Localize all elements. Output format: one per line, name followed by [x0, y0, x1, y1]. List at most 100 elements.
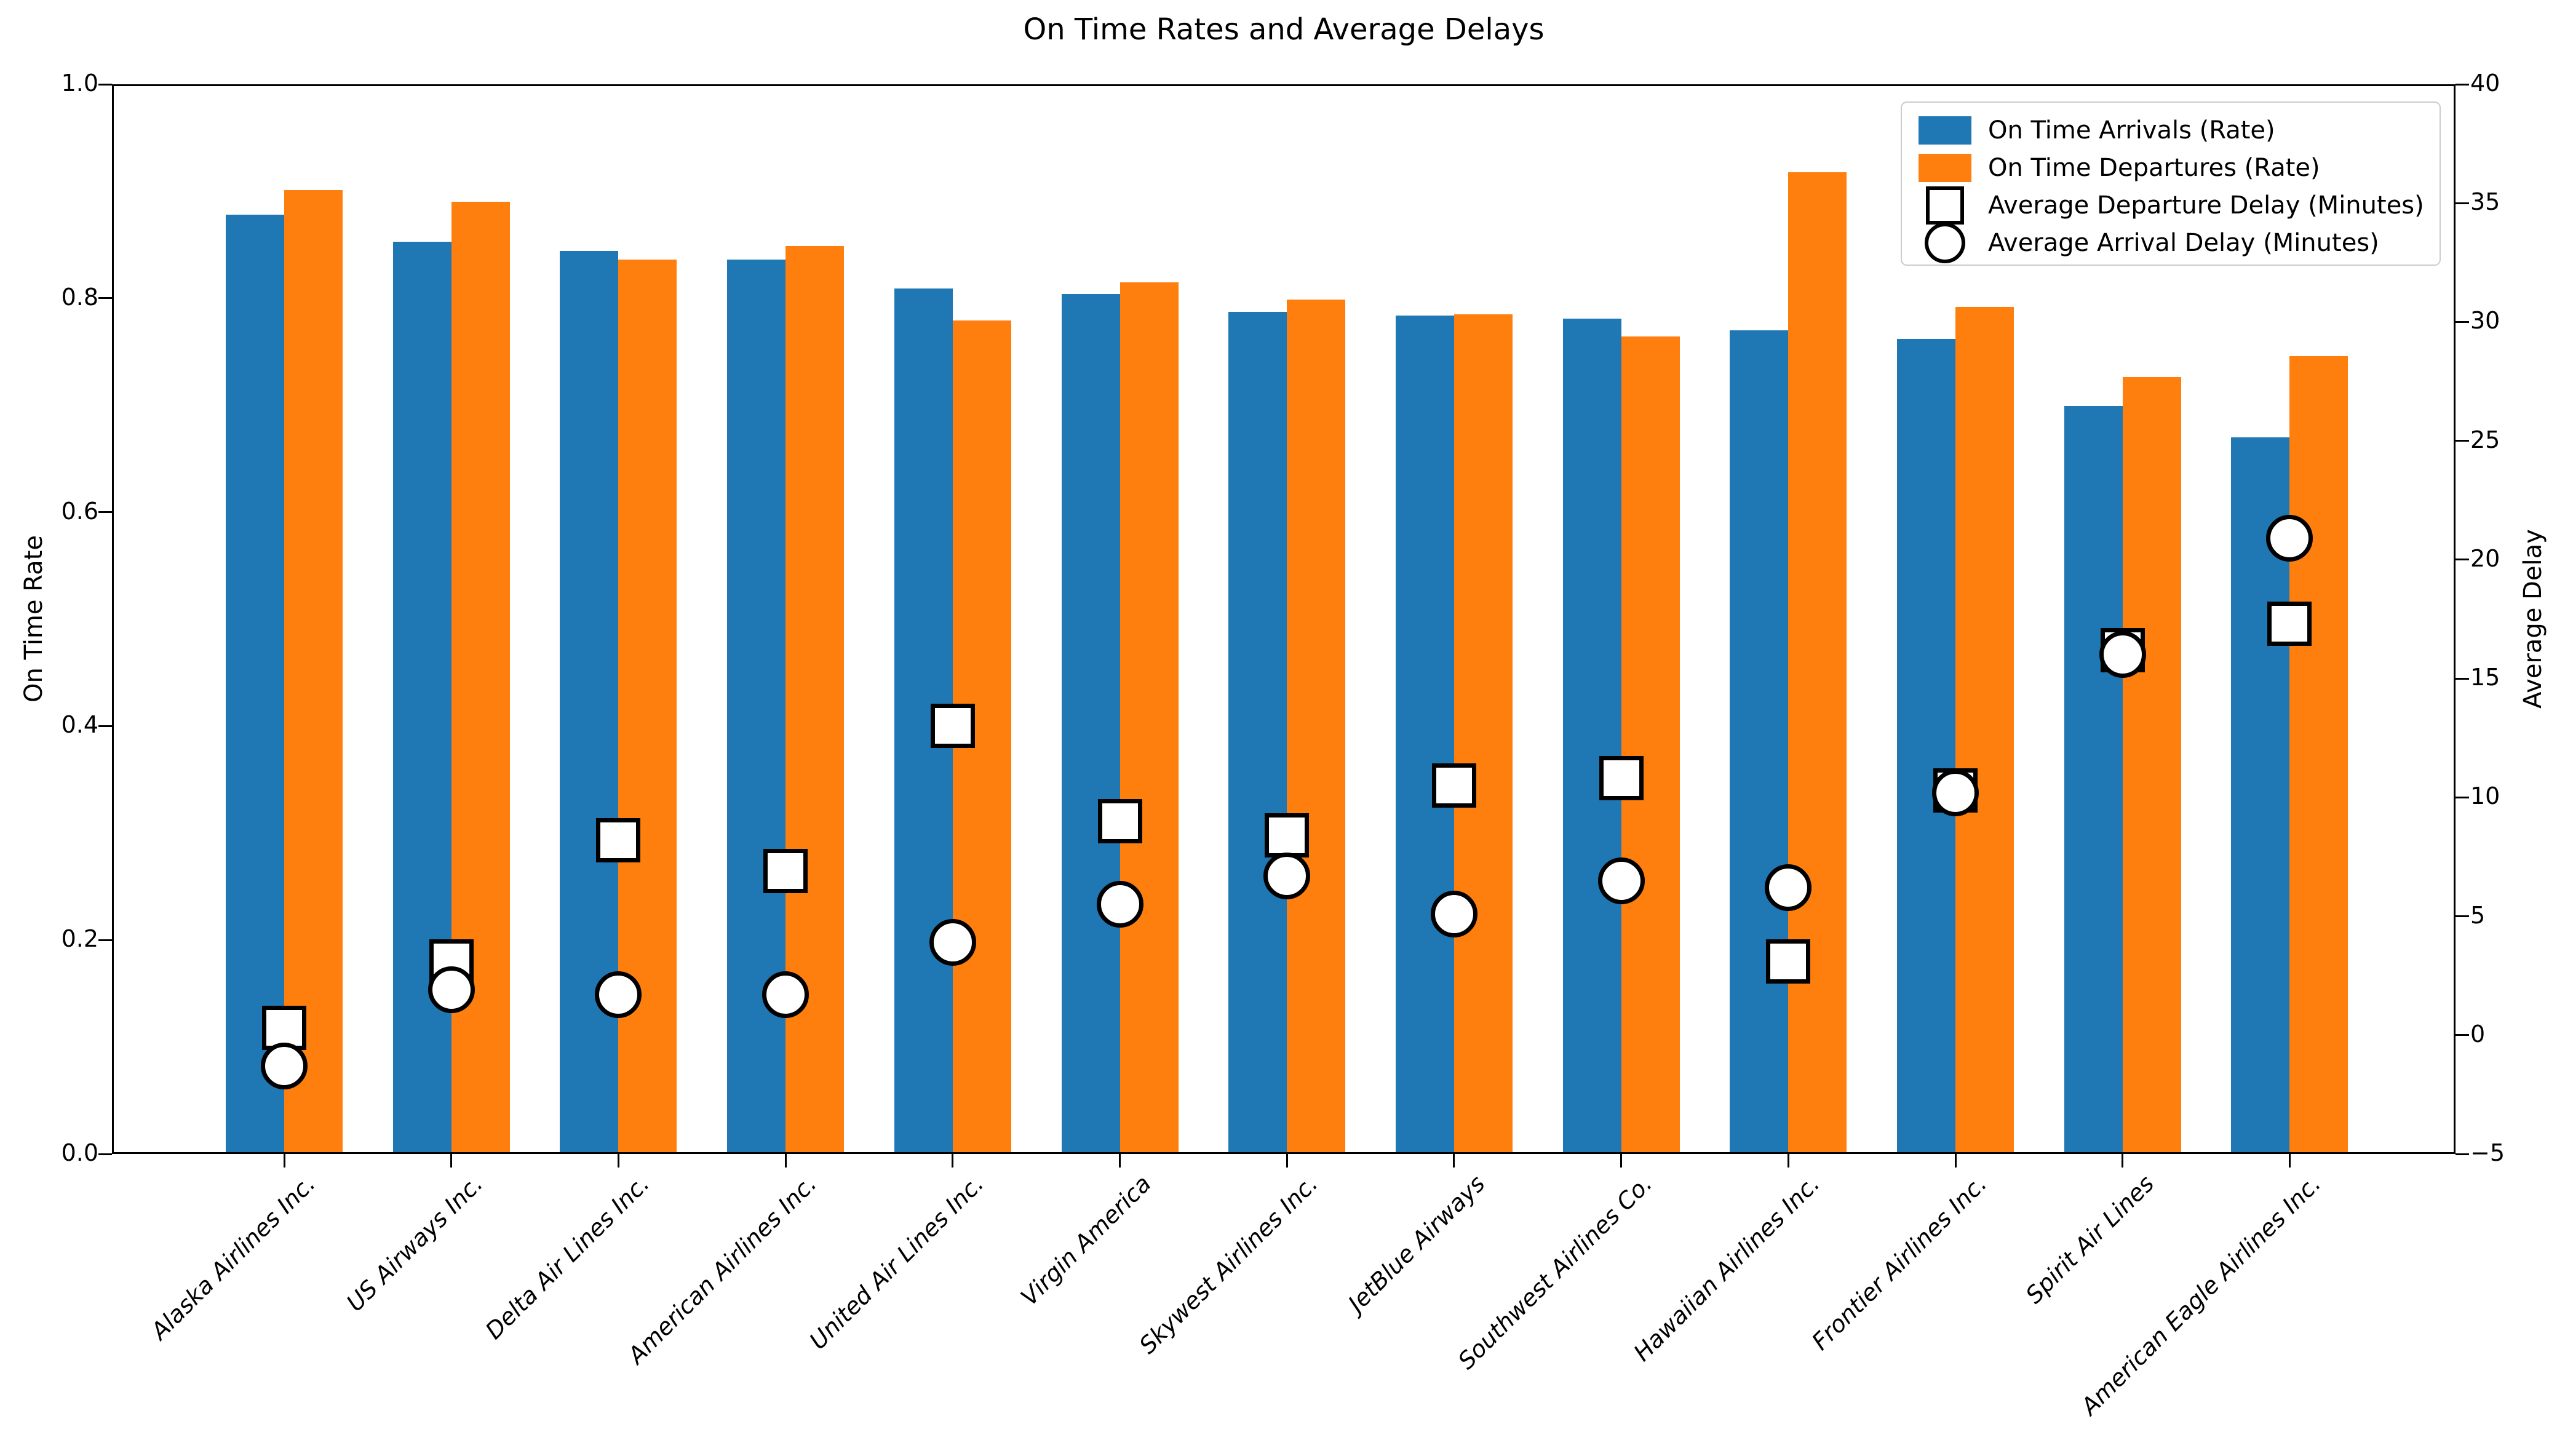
legend-row-arrival-delay: Average Arrival Delay (Minutes)	[1915, 222, 2440, 263]
x-tick-label-1: US Airways Inc.	[341, 1170, 488, 1317]
y-right-tick-label: 30	[2470, 307, 2500, 335]
bar-on-time-departures-5	[1119, 282, 1179, 1154]
legend-row-arrivals: On Time Arrivals (Rate)	[1915, 111, 2440, 149]
y-left-tick-mark	[98, 83, 112, 86]
marker-departure-delay-9	[1766, 939, 1811, 984]
bar-on-time-arrivals-7	[1395, 315, 1454, 1154]
x-tick-mark-12	[2288, 1154, 2291, 1168]
legend-handle	[1915, 153, 1974, 182]
marker-arrival-delay-10	[1932, 769, 1979, 816]
legend-handle	[1915, 186, 1974, 225]
bar-on-time-arrivals-11	[2064, 406, 2123, 1154]
marker-arrival-delay-2	[595, 971, 642, 1019]
x-tick-label-4: United Air Lines Inc.	[804, 1170, 989, 1355]
y-right-tick-mark	[2456, 915, 2469, 918]
x-tick-label-11: Spirit Air Lines	[2020, 1170, 2159, 1309]
bar-on-time-arrivals-2	[560, 251, 619, 1154]
marker-departure-delay-6	[1265, 813, 1310, 858]
bar-on-time-departures-12	[2289, 356, 2348, 1154]
marker-departure-delay-12	[2267, 602, 2312, 646]
bar-on-time-departures-10	[1955, 306, 2014, 1154]
y-right-tick-mark	[2456, 320, 2469, 323]
y-left-tick-label: 0.0	[61, 1139, 98, 1166]
x-tick-label-3: American Airlines Inc.	[622, 1170, 822, 1369]
y-left-tick-mark	[98, 297, 112, 300]
y-right-tick-mark	[2456, 1153, 2469, 1155]
x-tick-label-7: JetBlue Airways	[1343, 1170, 1491, 1318]
marker-arrival-delay-5	[1096, 881, 1143, 928]
x-tick-mark-1	[450, 1154, 453, 1168]
y-left-tick-label: 1.0	[61, 70, 98, 97]
x-tick-mark-6	[1286, 1154, 1288, 1168]
x-tick-mark-3	[784, 1154, 787, 1168]
legend-label-arrival-delay: Average Arrival Delay (Minutes)	[1988, 228, 2379, 257]
bar-on-time-departures-11	[2122, 377, 2181, 1154]
y-right-tick-label: 20	[2470, 544, 2500, 572]
x-tick-label-5: Virgin America	[1015, 1170, 1156, 1311]
x-tick-mark-8	[1620, 1154, 1623, 1168]
bar-on-time-arrivals-0	[226, 215, 284, 1154]
marker-departure-delay-8	[1599, 756, 1644, 801]
y-left-tick-mark	[98, 939, 112, 941]
bar-on-time-departures-0	[284, 190, 343, 1154]
arrivals-swatch-icon	[1919, 116, 1971, 145]
x-tick-mark-5	[1119, 1154, 1121, 1168]
y-right-tick-mark	[2456, 796, 2469, 798]
x-tick-label-10: Frontier Airlines Inc.	[1806, 1170, 1992, 1356]
x-tick-label-8: Southwest Airlines Co.	[1453, 1170, 1658, 1375]
y-right-tick-mark	[2456, 202, 2469, 204]
marker-departure-delay-2	[596, 818, 641, 862]
marker-departure-delay-7	[1431, 763, 1476, 808]
x-tick-mark-0	[283, 1154, 285, 1168]
y-right-tick-label: 40	[2470, 70, 2500, 97]
x-tick-mark-4	[952, 1154, 954, 1168]
x-tick-label-9: Hawaiian Airlines Inc.	[1628, 1170, 1825, 1367]
legend-row-departures: On Time Departures (Rate)	[1915, 149, 2440, 186]
chart-title: On Time Rates and Average Delays	[1023, 12, 1545, 47]
y-right-tick-label: 35	[2470, 188, 2500, 216]
legend: On Time Arrivals (Rate) On Time Departur…	[1901, 101, 2441, 266]
y-left-tick-label: 0.6	[61, 497, 98, 525]
x-tick-mark-11	[2122, 1154, 2124, 1168]
marker-arrival-delay-9	[1765, 864, 1812, 912]
y-right-tick-mark	[2456, 440, 2469, 442]
bar-on-time-departures-7	[1453, 314, 1513, 1154]
x-tick-label-6: Skywest Airlines Inc.	[1134, 1170, 1324, 1359]
bar-on-time-arrivals-3	[727, 260, 786, 1154]
square-marker-icon	[1926, 186, 1964, 225]
departures-swatch-icon	[1919, 153, 1971, 182]
bar-on-time-departures-9	[1788, 172, 1847, 1154]
bar-on-time-departures-2	[618, 260, 677, 1154]
marker-arrival-delay-4	[929, 919, 976, 966]
marker-arrival-delay-7	[1430, 890, 1477, 937]
y-right-tick-label: 5	[2470, 901, 2486, 929]
y-right-tick-label: 25	[2470, 426, 2500, 453]
x-tick-mark-9	[1787, 1154, 1789, 1168]
x-tick-label-0: Alaska Airlines Inc.	[145, 1170, 321, 1345]
y-right-tick-mark	[2456, 83, 2469, 86]
bar-on-time-departures-8	[1621, 336, 1680, 1154]
legend-handle	[1915, 116, 1974, 145]
x-tick-mark-10	[1954, 1154, 1957, 1168]
legend-label-departures: On Time Departures (Rate)	[1988, 153, 2320, 182]
bar-on-time-departures-6	[1287, 299, 1346, 1154]
y-left-tick-mark	[98, 725, 112, 727]
y-left-tick-mark	[98, 511, 112, 514]
marker-arrival-delay-11	[2099, 631, 2146, 678]
bar-on-time-arrivals-6	[1228, 312, 1287, 1154]
legend-handle	[1915, 222, 1974, 263]
legend-label-departure-delay: Average Departure Delay (Minutes)	[1988, 191, 2424, 220]
y-left-tick-label: 0.2	[61, 925, 98, 953]
marker-arrival-delay-12	[2266, 515, 2313, 562]
marker-arrival-delay-6	[1263, 852, 1311, 899]
y-right-tick-label: 0	[2470, 1020, 2486, 1048]
bar-on-time-arrivals-5	[1061, 293, 1120, 1154]
bar-on-time-arrivals-9	[1730, 330, 1789, 1154]
marker-departure-delay-4	[930, 704, 975, 749]
marker-arrival-delay-8	[1597, 857, 1645, 904]
y-right-tick-label: 10	[2470, 782, 2500, 810]
y-right-tick-label: 15	[2470, 664, 2500, 691]
marker-arrival-delay-3	[762, 971, 809, 1019]
